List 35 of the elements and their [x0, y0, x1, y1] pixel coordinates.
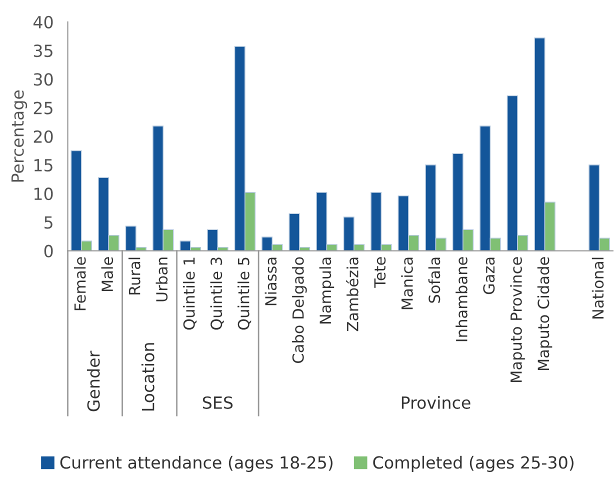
text: Gender: [86, 350, 100, 412]
x-tick-label: Quintile 3: [210, 258, 224, 330]
x-tick-label: Nampula: [319, 258, 334, 324]
y-tick-label: 25: [34, 102, 52, 114]
legend-label: Current attendance (ages 18-25): [60, 456, 332, 472]
y-tick-label: 40: [33, 16, 53, 28]
y-tick-label: 15: [34, 159, 52, 172]
y-tick-label: 20: [34, 130, 53, 143]
x-tick-label: Tete: [374, 257, 386, 288]
y-tick-label: 35: [34, 44, 52, 58]
x-tick-label: Female: [74, 257, 86, 310]
text: Location: [141, 343, 154, 411]
x-tick-label: Manica: [401, 258, 413, 310]
x-tick-label: Gaza: [483, 258, 495, 294]
y-axis-title: Percentage: [11, 90, 28, 182]
text: SES: [202, 396, 233, 409]
x-tick-label: Male: [101, 257, 114, 292]
x-tick-label: Quintile 5: [238, 258, 252, 330]
x-tick-label: Maputo Cidade: [537, 257, 552, 370]
x-tick-label: Niassa: [264, 258, 277, 306]
x-tick-label: Rural: [128, 258, 140, 294]
x-tick-label: Quintile 1: [183, 258, 197, 330]
x-tick-label: Urban: [156, 258, 168, 302]
y-tick-label: 5: [44, 216, 52, 229]
x-tick-label: Inhambane: [456, 257, 468, 342]
y-tick-label: 30: [34, 73, 53, 86]
text: Province: [402, 396, 470, 409]
y-tick-label: 0: [44, 244, 53, 258]
x-tick-label: Maputo Province: [510, 257, 525, 382]
x-tick-label: Sofala: [428, 258, 440, 303]
x-tick-label: Zambézia: [346, 258, 358, 332]
legend-label: Completed (ages 25-30): [373, 456, 574, 472]
y-tick-label: 10: [34, 188, 53, 200]
x-tick-label: Cabo Delgado: [292, 257, 307, 363]
x-tick-label: National: [592, 258, 604, 319]
